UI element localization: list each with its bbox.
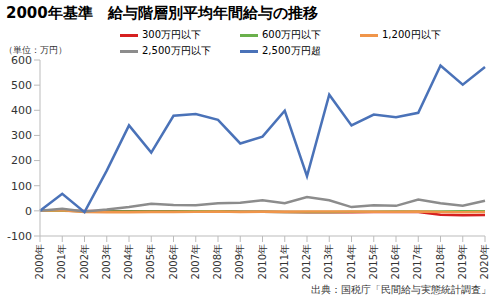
html-text:出典：国税庁「民間給与実態統計調査」: 出典：国税庁「民間給与実態統計調査」 [311, 284, 491, 295]
html-text:（単位：万円）: （単位：万円） [4, 45, 67, 55]
svg-text:2007年: 2007年 [190, 244, 201, 279]
svg-text:2002年: 2002年 [79, 244, 90, 279]
svg-text:2011年: 2011年 [279, 244, 290, 279]
svg-text:2012年: 2012年 [301, 244, 312, 279]
svg-text:-100: -100 [8, 230, 32, 243]
html-text:2,500万円超: 2,500万円超 [262, 45, 321, 56]
svg-text:0: 0 [25, 205, 32, 218]
svg-text:2008年: 2008年 [212, 244, 223, 279]
svg-text:2018年: 2018年 [435, 244, 446, 279]
svg-text:2000年: 2000年 [34, 244, 45, 279]
svg-text:2009年: 2009年 [234, 244, 245, 279]
svg-text:400: 400 [11, 104, 32, 117]
svg-text:2015年: 2015年 [368, 244, 379, 279]
svg-text:2004年: 2004年 [123, 244, 134, 279]
svg-text:300: 300 [11, 129, 32, 142]
svg-text:2003年: 2003年 [101, 244, 112, 279]
svg-text:2017年: 2017年 [412, 244, 423, 279]
svg-text:2020年: 2020年 [479, 244, 490, 279]
svg-text:2016年: 2016年 [390, 244, 401, 279]
svg-text:2019年: 2019年 [457, 244, 468, 279]
svg-text:2014年: 2014年 [346, 244, 357, 279]
svg-text:100: 100 [11, 180, 32, 193]
html-text:600万円以下: 600万円以下 [262, 29, 322, 40]
html-text:2,500万円以下: 2,500万円以下 [142, 45, 211, 56]
svg-text:200: 200 [11, 154, 32, 167]
svg-text:2006年: 2006年 [168, 244, 179, 279]
html-text:1,200円以下: 1,200円以下 [382, 29, 441, 40]
html-text:2000年基準 給与階層別平均年間給与の推移: 2000年基準 給与階層別平均年間給与の推移 [6, 4, 318, 22]
svg-text:2005年: 2005年 [145, 244, 156, 279]
svg-text:2001年: 2001年 [56, 244, 67, 279]
svg-text:500: 500 [11, 79, 32, 92]
svg-text:600: 600 [11, 54, 32, 67]
svg-text:2013年: 2013年 [323, 244, 334, 279]
svg-text:2010年: 2010年 [257, 244, 268, 279]
html-text:300万円以下: 300万円以下 [142, 29, 202, 40]
